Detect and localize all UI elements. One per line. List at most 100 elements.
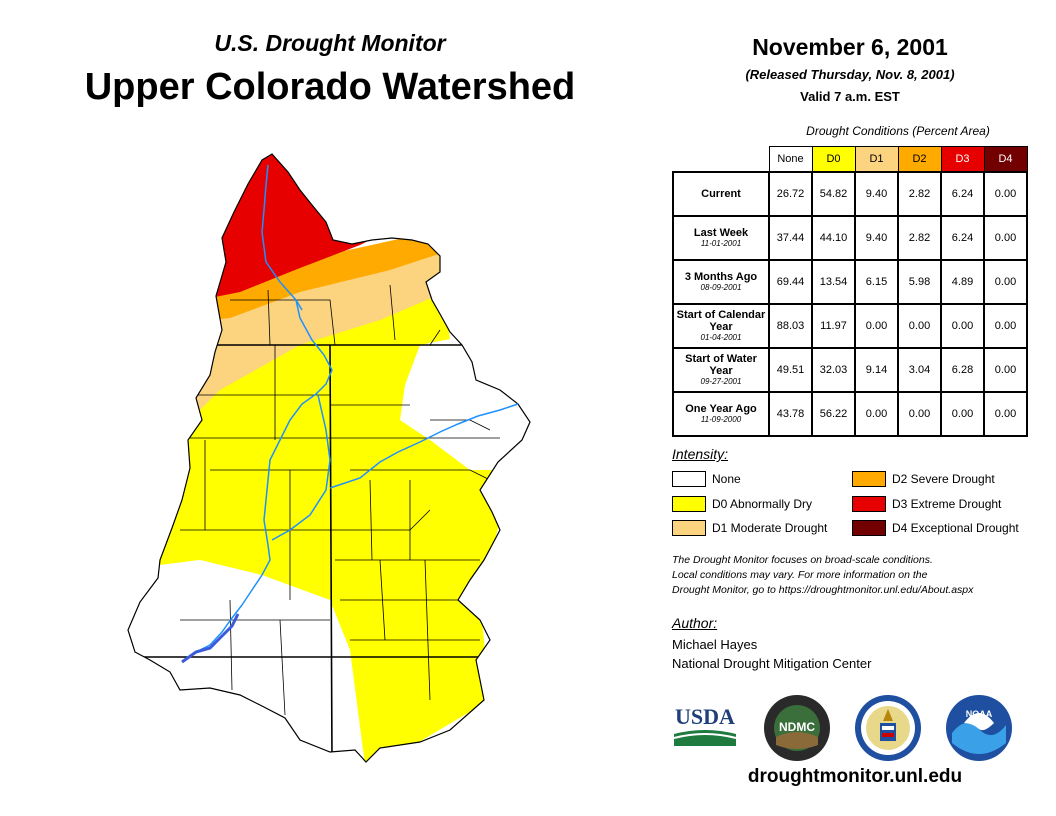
ndmc-logo: NDMC [764,695,830,761]
legend-swatch-d2 [852,471,886,487]
table-cell: 6.28 [940,347,985,393]
note-line: The Drought Monitor focuses on broad-sca… [672,554,933,566]
author-name: Michael Hayes [672,637,758,652]
table-cell: 2.82 [897,215,942,261]
table-row: Start of Water Year 09-27-2001 49.51 32.03 9… [672,347,1028,393]
legend-label-d1: D1 Moderate Drought [712,521,828,535]
legend-item-d0: D0 Abnormally Dry [672,495,812,513]
table-cell: 43.78 [768,391,813,437]
table-cell: 0.00 [940,303,985,349]
drought-conditions-table: None D0 D1 D2 D3 D4 Current 26.72 54.82 9.4… [672,146,1028,437]
column-header-d0: D0 [811,146,856,173]
table-cell: 0.00 [983,347,1028,393]
watershed-outline [127,153,531,763]
table-cell: 6.24 [940,215,985,261]
table-row: Last Week 11-01-2001 37.44 44.10 9.40 2.82 6.2… [672,215,1028,261]
table-row: 3 Months Ago 08-09-2001 69.44 13.54 6.15 5.98… [672,259,1028,305]
row-date: 09-27-2001 [700,377,742,386]
table-cell: 9.40 [854,215,899,261]
row-label-text: Start of Calendar Year [676,309,766,333]
table-cell: 54.82 [811,171,856,217]
table-cell: 56.22 [811,391,856,437]
colorado-river [181,164,519,663]
table-row: Start of Calendar Year 01-04-2001 88.03 11.… [672,303,1028,349]
map-title: Upper Colorado Watershed [84,66,576,108]
row-date: 08-09-2001 [700,283,742,292]
legend-label-d0: D0 Abnormally Dry [712,497,813,511]
table-cell: 37.44 [768,215,813,261]
legend-swatch-d3 [852,496,886,512]
svg-text:NDMC: NDMC [779,720,815,734]
table-cell: 49.51 [768,347,813,393]
table-cell: 0.00 [983,171,1028,217]
table-cell: 0.00 [983,259,1028,305]
watershed-map [127,153,531,763]
note-line: Drought Monitor, go to https://droughtmo… [672,584,974,596]
table-cell: 9.40 [854,171,899,217]
legend-item-d2: D2 Severe Drought [852,470,995,488]
legend-item-none: None [672,470,741,488]
legend-swatch-none [672,471,706,487]
table-cell: 0.00 [854,391,899,437]
row-label-text: One Year Ago [685,403,757,415]
table-cell: 2.82 [897,171,942,217]
website-url[interactable]: droughtmonitor.unl.edu [747,766,963,787]
column-header-none: None [768,146,813,173]
table-caption: Drought Conditions (Percent Area) [806,124,990,138]
table-cell: 0.00 [983,303,1028,349]
row-label-text: Start of Water Year [685,353,757,377]
row-date: 01-04-2001 [700,333,742,342]
table-cell: 26.72 [768,171,813,217]
legend-item-d3: D3 Extreme Drought [852,495,1001,513]
row-label: Current [672,171,770,217]
table-corner [673,147,769,173]
author-label: Author: [672,615,718,631]
release-date: (Released Thursday, Nov. 8, 2001) [745,67,955,82]
legend-item-d4: D4 Exceptional Drought [852,519,1019,537]
legend-swatch-d1 [672,520,706,536]
row-label: 3 Months Ago 08-09-2001 [672,259,770,305]
noaa-logo: NOAA [946,695,1012,761]
row-label-text: 3 Months Ago [684,271,758,283]
table-cell: 0.00 [983,391,1028,437]
table-cell: 0.00 [983,215,1028,261]
legend-label-d3: D3 Extreme Drought [892,497,1002,511]
row-label-text: Last Week [693,227,749,239]
commerce-seal-logo [855,695,921,761]
legend-label-none: None [712,472,741,486]
table-cell: 4.89 [940,259,985,305]
table-cell: 6.24 [940,171,985,217]
column-header-d1: D1 [854,146,899,173]
lake-powell [181,613,240,664]
row-label: Last Week 11-01-2001 [672,215,770,261]
table-cell: 5.98 [897,259,942,305]
table-row: One Year Ago 11-09-2000 43.78 56.22 0.00 0.00… [672,391,1028,437]
svg-text:NOAA: NOAA [966,709,993,719]
author-organization: National Drought Mitigation Center [672,656,872,671]
usda-logo: USDA [673,704,737,746]
column-header-d2: D2 [897,146,942,173]
table-cell: 9.14 [854,347,899,393]
map-date: November 6, 2001 [752,34,948,60]
table-cell: 0.00 [940,391,985,437]
table-cell: 6.15 [854,259,899,305]
row-label-text: Current [701,188,741,200]
row-label: Start of Water Year 09-27-2001 [672,347,770,393]
valid-time: Valid 7 a.m. EST [800,89,900,104]
legend-label-d4: D4 Exceptional Drought [892,521,1019,535]
map-subtitle: U.S. Drought Monitor [214,30,446,56]
table-cell: 69.44 [768,259,813,305]
column-header-d3: D3 [940,146,985,173]
column-header-d4: D4 [983,146,1028,173]
legend-swatch-d0 [672,496,706,512]
legend-title: Intensity: [672,446,729,462]
table-cell: 3.04 [897,347,942,393]
row-date: 11-01-2001 [700,239,742,248]
table-cell: 13.54 [811,259,856,305]
table-cell: 0.00 [897,303,942,349]
table-cell: 32.03 [811,347,856,393]
disclaimer-note: The Drought Monitor focuses on broad-sca… [672,553,1047,598]
table-cell: 0.00 [897,391,942,437]
row-label: One Year Ago 11-09-2000 [672,391,770,437]
table-row: Current 26.72 54.82 9.40 2.82 6.24 0.00 [672,171,1028,217]
